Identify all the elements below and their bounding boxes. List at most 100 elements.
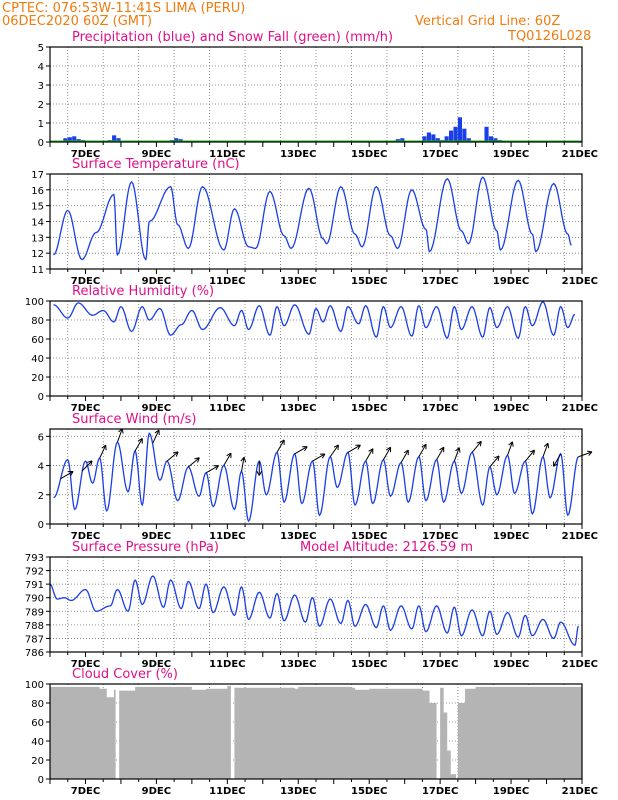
- panel-title: Surface Wind (m/s): [72, 412, 196, 427]
- y-tick-label: 40: [31, 737, 44, 748]
- y-tick-label: 80: [31, 699, 44, 710]
- y-tick-label: 790: [25, 594, 44, 605]
- wind-arrow: [453, 447, 461, 462]
- wind-arrow: [187, 457, 200, 468]
- x-tick-label: 13DEC: [280, 149, 316, 160]
- wind-arrow: [418, 443, 427, 458]
- x-tick-label: 21DEC: [562, 786, 598, 797]
- x-tick-label: 15DEC: [351, 403, 387, 414]
- x-tick-label: 15DEC: [351, 659, 387, 670]
- y-tick-label: 6: [38, 432, 44, 443]
- y-tick-label: 20: [31, 756, 44, 767]
- x-tick-label: 13DEC: [280, 531, 316, 542]
- wind-arrow: [542, 442, 550, 457]
- y-tick-label: 14: [31, 218, 44, 229]
- wind-arrow: [134, 438, 143, 452]
- panels: Precipitation (blue) and Snow Fall (gree…: [25, 30, 598, 797]
- wind-arrow: [365, 448, 374, 462]
- wind-arrow: [256, 461, 263, 476]
- wind-arrow: [205, 465, 219, 474]
- y-tick-label: 0: [38, 138, 44, 149]
- precip-bar: [444, 136, 449, 142]
- y-tick-label: 786: [25, 648, 44, 659]
- x-tick-label: 13DEC: [280, 276, 316, 287]
- wind-arrow: [489, 455, 500, 468]
- x-tick-label: 7DEC: [71, 276, 100, 287]
- x-tick-label: 7DEC: [71, 786, 100, 797]
- y-tick-label: 16: [31, 186, 44, 197]
- x-tick-label: 17DEC: [422, 403, 458, 414]
- run-date: 06DEC2020 60Z (GMT): [2, 14, 152, 29]
- wind-arrow: [436, 446, 445, 460]
- precip-bar: [67, 137, 72, 142]
- x-tick-label: 17DEC: [422, 531, 458, 542]
- y-tick-label: 13: [31, 233, 44, 244]
- y-tick-label: 3: [38, 81, 44, 92]
- y-tick-label: 2: [38, 100, 44, 111]
- precip-bar: [435, 138, 440, 142]
- series-line: [53, 301, 576, 339]
- x-tick-label: 11DEC: [209, 403, 245, 414]
- precip-bar: [174, 138, 179, 142]
- x-tick-label: 13DEC: [280, 403, 316, 414]
- x-tick-label: 9DEC: [142, 276, 171, 287]
- panel-frame: [49, 46, 583, 143]
- y-tick-label: 791: [25, 580, 44, 591]
- x-tick-label: 21DEC: [562, 276, 598, 287]
- wind-arrow: [578, 450, 593, 458]
- wind-arrow: [382, 446, 392, 460]
- x-tick-label: 9DEC: [142, 531, 171, 542]
- series-line: [53, 176, 572, 261]
- x-tick-label: 17DEC: [422, 786, 458, 797]
- y-tick-label: 793: [25, 553, 44, 564]
- x-tick-label: 19DEC: [493, 786, 529, 797]
- cloud-cover-area: [50, 685, 582, 779]
- y-tick-label: 60: [31, 335, 44, 346]
- panel-title: Surface Pressure (hPa): [72, 540, 219, 555]
- y-tick-label: 4: [38, 462, 44, 473]
- panel-5: Surface Pressure (hPa) Model Altitude: 21…: [25, 540, 598, 670]
- wind-arrow: [507, 441, 514, 456]
- wind-arrow: [60, 470, 74, 480]
- wind-arrow: [152, 429, 160, 444]
- precip-bar: [462, 128, 467, 142]
- wind-arrow: [400, 449, 409, 463]
- precip-bar: [400, 138, 405, 142]
- wind-arrow: [276, 439, 285, 453]
- panel-3: Relative Humidity (%) 0 20 40 60 80 100 7DEC 9DE…: [25, 284, 598, 414]
- x-tick-label: 13DEC: [280, 786, 316, 797]
- precip-bar: [466, 138, 471, 142]
- x-tick-label: 9DEC: [142, 786, 171, 797]
- precip-bar: [426, 132, 431, 142]
- series-line: [49, 575, 580, 646]
- x-tick-label: 19DEC: [493, 149, 529, 160]
- precip-bar: [63, 138, 68, 142]
- x-tick-label: 7DEC: [71, 531, 100, 542]
- precip-bar: [484, 126, 489, 142]
- y-tick-label: 789: [25, 607, 44, 618]
- x-tick-label: 19DEC: [493, 276, 529, 287]
- x-tick-label: 21DEC: [562, 659, 598, 670]
- x-tick-label: 19DEC: [493, 531, 529, 542]
- x-tick-label: 7DEC: [71, 403, 100, 414]
- panel-title: Cloud Cover (%): [72, 667, 178, 682]
- y-tick-label: 787: [25, 634, 44, 645]
- y-tick-label: 100: [25, 297, 44, 308]
- x-tick-label: 11DEC: [209, 786, 245, 797]
- precip-bar: [431, 134, 436, 142]
- wind-arrow: [99, 444, 107, 459]
- panel-6: Cloud Cover (%) 0 20 40 60 80 100 7DEC 9DEC 11DEC…: [25, 667, 598, 797]
- grid-line-note: Vertical Grid Line: 60Z: [415, 14, 560, 29]
- precip-bar: [449, 130, 454, 142]
- x-tick-label: 11DEC: [209, 531, 245, 542]
- y-tick-label: 4: [38, 62, 44, 73]
- panel-title: Precipitation (blue) and Snow Fall (gree…: [72, 30, 393, 45]
- x-tick-label: 15DEC: [351, 786, 387, 797]
- y-tick-label: 15: [31, 202, 44, 213]
- x-tick-label: 17DEC: [422, 659, 458, 670]
- y-tick-label: 12: [31, 249, 44, 260]
- wind-arrow: [312, 453, 326, 462]
- y-tick-label: 60: [31, 718, 44, 729]
- x-tick-label: 17DEC: [422, 276, 458, 287]
- wind-arrow: [294, 446, 308, 455]
